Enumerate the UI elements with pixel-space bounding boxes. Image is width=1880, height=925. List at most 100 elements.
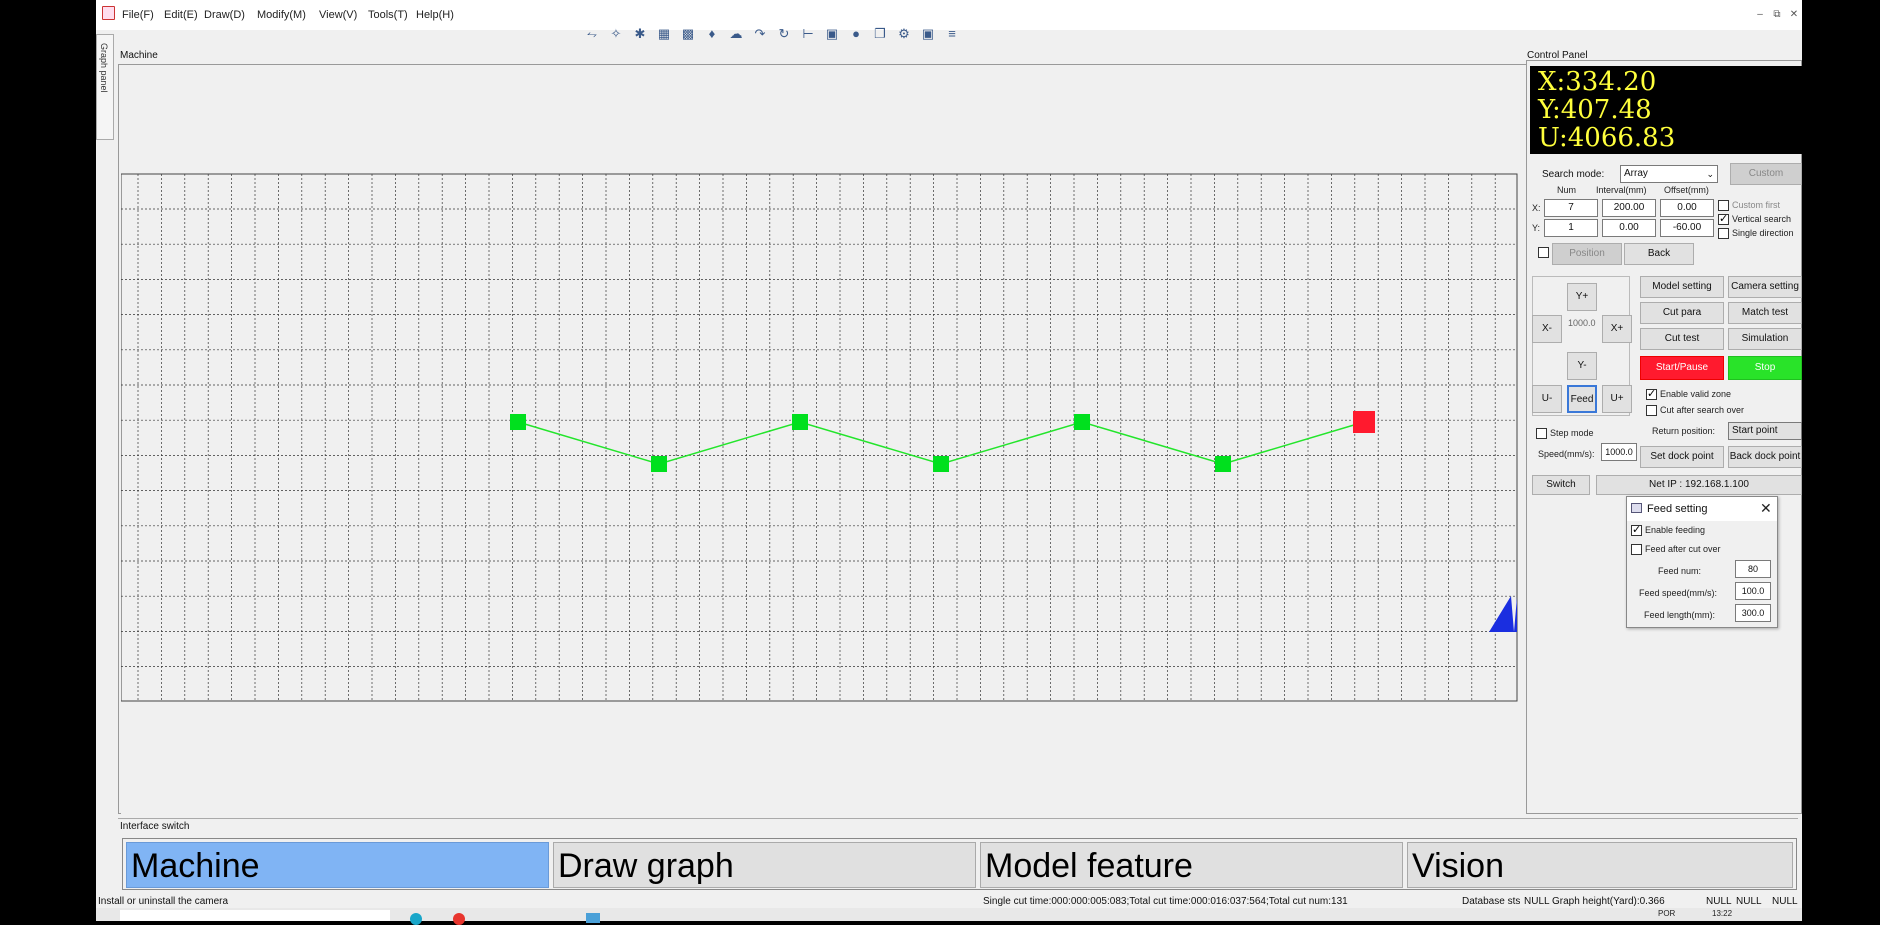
fill-icon[interactable]: ♦ xyxy=(708,26,716,41)
enable-valid-zone-checkbox[interactable] xyxy=(1646,387,1657,400)
ruler-icon[interactable]: ≡ xyxy=(948,26,956,41)
position-enable-checkbox[interactable] xyxy=(1538,247,1549,258)
grid-array-icon[interactable]: ▦ xyxy=(657,26,671,41)
enable-feeding-checkbox[interactable] xyxy=(1631,523,1642,536)
group-icon[interactable]: ▣ xyxy=(825,26,839,41)
feed-speed-field[interactable]: 100.0 xyxy=(1735,582,1771,600)
feed-length-field[interactable]: 300.0 xyxy=(1735,604,1771,622)
vertical-search-label: Vertical search xyxy=(1732,214,1792,224)
rotate-icon[interactable]: ↻ xyxy=(778,26,790,41)
close-icon[interactable]: ✕ xyxy=(1789,9,1799,20)
path-icon[interactable]: ↷ xyxy=(754,26,766,41)
x-num-field[interactable]: 7 xyxy=(1544,199,1598,217)
y-row-label: Y: xyxy=(1532,223,1541,233)
status-message: Install or uninstall the camera xyxy=(98,896,229,907)
back-button[interactable]: Back xyxy=(1624,243,1694,265)
custom-first-checkbox[interactable] xyxy=(1718,200,1729,211)
interval-header: Interval(mm) xyxy=(1596,185,1647,195)
menu-draw[interactable]: Draw(D) xyxy=(204,9,245,21)
feed-after-cut-label: Feed after cut over xyxy=(1645,544,1721,554)
y-interval-field[interactable]: 0.00 xyxy=(1602,219,1656,237)
search-point[interactable] xyxy=(1215,456,1231,472)
cloud-icon[interactable]: ☁ xyxy=(729,26,743,41)
y-num-field[interactable]: 1 xyxy=(1544,219,1598,237)
x-interval-field[interactable]: 200.00 xyxy=(1602,199,1656,217)
work-area-border xyxy=(121,173,1518,702)
custom-button[interactable]: Custom xyxy=(1730,163,1802,185)
y-offset-field[interactable]: -60.00 xyxy=(1660,219,1714,237)
u-plus-button[interactable]: U+ xyxy=(1602,385,1632,413)
dot-array-icon[interactable]: ▩ xyxy=(681,26,695,41)
menu-modify[interactable]: Modify(M) xyxy=(257,9,306,21)
set-dock-point-button[interactable]: Set dock point xyxy=(1640,446,1724,468)
select-nodes-icon[interactable]: ✧ xyxy=(610,26,622,41)
cut-para-button[interactable]: Cut para xyxy=(1640,302,1724,324)
simulation-button[interactable]: Simulation xyxy=(1728,328,1802,350)
settings-icon[interactable]: ⚙ xyxy=(898,26,910,41)
camera-setting-button[interactable]: Camera setting xyxy=(1728,276,1802,298)
position-button[interactable]: Position xyxy=(1552,243,1622,265)
line-icon[interactable]: ⥊ xyxy=(586,26,598,41)
taskbar-search-box[interactable] xyxy=(120,910,390,921)
tab-draw-graph[interactable]: Draw graph xyxy=(553,842,976,888)
x-offset-field[interactable]: 0.00 xyxy=(1660,199,1714,217)
back-dock-point-button[interactable]: Back dock point xyxy=(1728,446,1802,468)
single-direction-checkbox[interactable] xyxy=(1718,228,1729,239)
app-taskbar-icon[interactable] xyxy=(586,913,600,923)
menu-edit[interactable]: Edit(E) xyxy=(164,9,198,21)
tab-vision[interactable]: Vision xyxy=(1407,842,1793,888)
graph-panel-label: Graph panel xyxy=(99,43,109,93)
close-icon[interactable]: ✕ xyxy=(1760,500,1772,516)
feed-after-cut-checkbox[interactable] xyxy=(1631,544,1642,555)
chrome-icon[interactable] xyxy=(453,913,465,925)
copy-icon[interactable]: ❐ xyxy=(874,26,886,41)
speed-field[interactable]: 1000.0 xyxy=(1601,443,1637,461)
graph-panel-tab[interactable]: Graph panel xyxy=(96,34,114,140)
status-bar: Install or uninstall the camera Single c… xyxy=(96,892,1802,910)
model-setting-button[interactable]: Model setting xyxy=(1640,276,1724,298)
search-point[interactable] xyxy=(651,456,667,472)
current-search-point[interactable] xyxy=(1353,411,1375,433)
search-point[interactable] xyxy=(510,414,526,430)
return-position-select[interactable]: Start point xyxy=(1728,422,1802,440)
jog-pad xyxy=(1532,276,1630,416)
tab-machine[interactable]: Machine xyxy=(126,842,549,888)
feed-num-field[interactable]: 80 xyxy=(1735,560,1771,578)
machine-canvas[interactable] xyxy=(121,66,1617,814)
feed-dialog-header: Feed setting ✕ xyxy=(1627,497,1777,521)
circle-icon[interactable]: ● xyxy=(852,26,860,41)
match-test-button[interactable]: Match test xyxy=(1728,302,1802,324)
search-point[interactable] xyxy=(792,414,808,430)
cut-test-button[interactable]: Cut test xyxy=(1640,328,1724,350)
restore-icon[interactable]: ⧉ xyxy=(1773,9,1781,20)
menu-file[interactable]: File(F) xyxy=(122,9,154,21)
stop-button[interactable]: Stop xyxy=(1728,356,1802,380)
start-pause-button[interactable]: Start/Pause xyxy=(1640,356,1724,380)
align-icon[interactable]: ⊢ xyxy=(802,26,814,41)
browser-icon[interactable] xyxy=(410,913,422,925)
menu-tools[interactable]: Tools(T) xyxy=(368,9,408,21)
menu-help[interactable]: Help(H) xyxy=(416,9,454,21)
search-mode-select[interactable]: Array ⌄ xyxy=(1620,165,1718,183)
scatter-icon[interactable]: ✱ xyxy=(634,26,646,41)
switch-button[interactable]: Switch xyxy=(1532,475,1590,495)
minimize-icon[interactable]: – xyxy=(1757,9,1763,20)
y-plus-button[interactable]: Y+ xyxy=(1567,283,1597,311)
window-icon xyxy=(1631,503,1642,513)
cut-time-status: Single cut time:000:000:005:083;Total cu… xyxy=(983,896,1348,907)
y-minus-button[interactable]: Y- xyxy=(1567,352,1597,380)
return-position-value: Start point xyxy=(1732,425,1778,436)
step-mode-checkbox[interactable] xyxy=(1536,428,1547,439)
x-minus-button[interactable]: X- xyxy=(1532,315,1562,343)
search-point[interactable] xyxy=(933,456,949,472)
search-point[interactable] xyxy=(1074,414,1090,430)
vertical-search-checkbox[interactable] xyxy=(1718,212,1729,225)
u-minus-button[interactable]: U- xyxy=(1532,385,1562,413)
menu-view[interactable]: View(V) xyxy=(319,9,358,21)
clock: 13:22 xyxy=(1712,909,1733,918)
camera-icon[interactable]: ▣ xyxy=(921,26,935,41)
feed-button[interactable]: Feed xyxy=(1567,385,1597,413)
cut-after-search-checkbox[interactable] xyxy=(1646,405,1657,416)
x-plus-button[interactable]: X+ xyxy=(1602,315,1632,343)
tab-model-feature[interactable]: Model feature xyxy=(980,842,1403,888)
